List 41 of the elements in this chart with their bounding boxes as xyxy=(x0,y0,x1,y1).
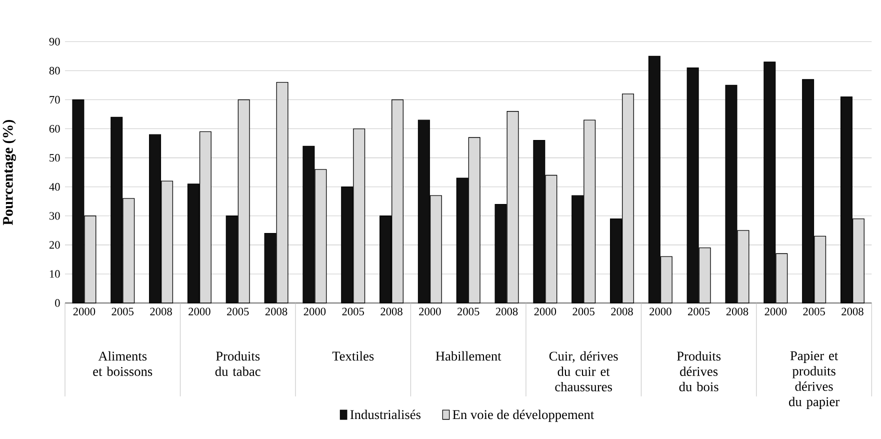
x-tick-label: 2005 xyxy=(112,308,134,316)
text: Aliments et boissons xyxy=(93,351,152,376)
legend-label: Industrialisés xyxy=(350,410,421,420)
x-tick-label: 2000 xyxy=(534,308,556,316)
x-tick-label: 2008 xyxy=(380,308,402,316)
y-tick-label: 20 xyxy=(49,241,60,249)
x-tick-label: 2008 xyxy=(842,308,864,316)
x-tick-label: 2000 xyxy=(650,308,672,316)
y-tick-label: 90 xyxy=(49,38,60,46)
text: Papier et produits dérives du papier xyxy=(788,351,840,409)
y-tick-label: 70 xyxy=(50,96,60,104)
y-tick-label: 80 xyxy=(49,66,60,75)
x-tick-label: 2008 xyxy=(496,308,518,316)
x-tick-label: 2000 xyxy=(188,308,210,316)
y-tick-label: 60 xyxy=(49,124,60,133)
y-tick-label: 50 xyxy=(50,154,60,162)
x-tick-label: 2005 xyxy=(458,308,480,316)
y-tick-label: 0 xyxy=(55,299,60,307)
x-tick-label: 2005 xyxy=(688,308,710,316)
text: Cuir, dérives du cuir et chaussures xyxy=(549,351,618,392)
x-tick-label: 2005 xyxy=(572,308,594,316)
y-tick-label: 30 xyxy=(50,212,60,220)
x-tick-label: 2000 xyxy=(764,308,787,316)
y-tick-label: 40 xyxy=(49,183,60,191)
x-tick-label: 2008 xyxy=(150,308,172,316)
x-tick-label: 2008 xyxy=(726,308,748,316)
y-tick-label: 10 xyxy=(50,270,60,278)
legend-label: En voie de développement xyxy=(452,410,594,422)
x-tick-label: 2005 xyxy=(803,308,825,316)
x-tick-label: 2005 xyxy=(227,308,249,316)
x-tick-label: 2000 xyxy=(73,308,96,316)
x-tick-label: 2005 xyxy=(342,308,364,316)
text: Textiles xyxy=(332,351,374,361)
x-tick-label: 2000 xyxy=(304,308,326,316)
y-axis-title: Pourcentage (%) xyxy=(2,120,16,226)
text: Habillement xyxy=(436,351,502,361)
x-tick-label: 2000 xyxy=(419,308,441,316)
text: Produits dérives du bois xyxy=(676,351,721,392)
x-tick-label: 2008 xyxy=(265,308,288,316)
x-tick-label: 2008 xyxy=(611,308,633,316)
text: Produits du tabac xyxy=(215,351,260,376)
